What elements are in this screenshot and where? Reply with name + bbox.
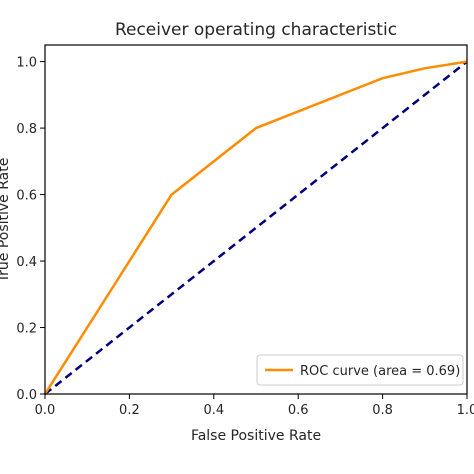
axes-frame: [44, 44, 468, 395]
x-tick-label: 1.0: [457, 403, 474, 418]
plot-area: [43, 60, 468, 395]
y-axis-label: True Positive Rate: [0, 158, 12, 284]
x-tick-label: 0.8: [372, 403, 393, 418]
y-tick-label: 0.0: [16, 388, 37, 403]
y-tick-label: 0.4: [16, 255, 37, 270]
y-tick-label: 0.2: [16, 322, 37, 337]
x-tick-label: 0.2: [119, 403, 140, 418]
x-tick-label: 0.6: [288, 403, 309, 418]
legend: ROC curve (area = 0.69): [256, 354, 464, 386]
y-tick-label: 1.0: [16, 56, 37, 71]
chart-title: Receiver operating characteristic: [115, 20, 397, 40]
legend-box: [256, 354, 464, 386]
chance-diagonal-line: [44, 60, 468, 395]
x-axis-label: False Positive Rate: [191, 428, 321, 444]
y-tick-label: 0.8: [16, 122, 37, 137]
y-tick-label: 0.6: [16, 189, 37, 204]
axis-ticks: 0.0 0.2 0.4 0.6 0.8 1.0 0.0 0.2 0.4 0.6 0.8 1.0: [16, 56, 474, 418]
x-tick-label: 0.4: [203, 403, 224, 418]
x-tick-label: 0.0: [35, 403, 56, 418]
roc-curve-line: [43, 60, 468, 395]
legend-label-roc: ROC curve (area = 0.69): [300, 364, 460, 379]
